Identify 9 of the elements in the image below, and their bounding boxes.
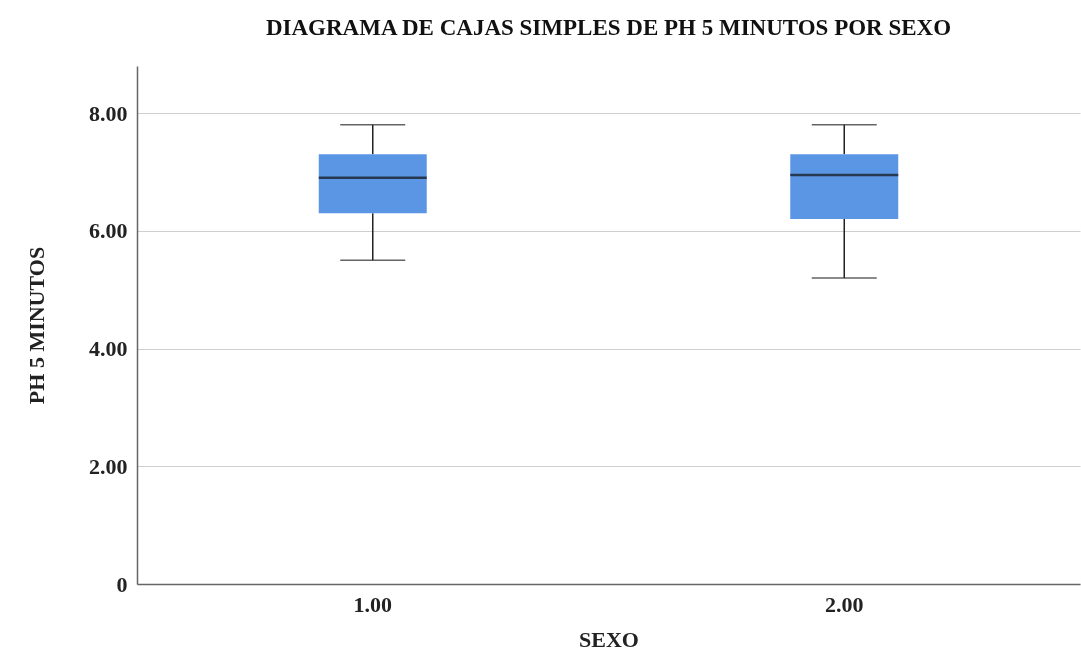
- y-axis-title: PH 5 MINUTOS: [24, 246, 49, 405]
- chart-title: DIAGRAMA DE CAJAS SIMPLES DE PH 5 MINUTOS POR SEXO: [265, 15, 952, 40]
- y-tick-label: 8.00: [89, 100, 128, 126]
- y-tick-label: 0: [116, 571, 128, 597]
- y-tick-label: 2.00: [89, 453, 128, 479]
- x-tick-label: 1.00: [353, 591, 392, 617]
- x-axis-title: SEXO: [579, 626, 639, 652]
- y-tick-label: 4.00: [89, 336, 128, 362]
- y-tick-label: 6.00: [89, 218, 128, 244]
